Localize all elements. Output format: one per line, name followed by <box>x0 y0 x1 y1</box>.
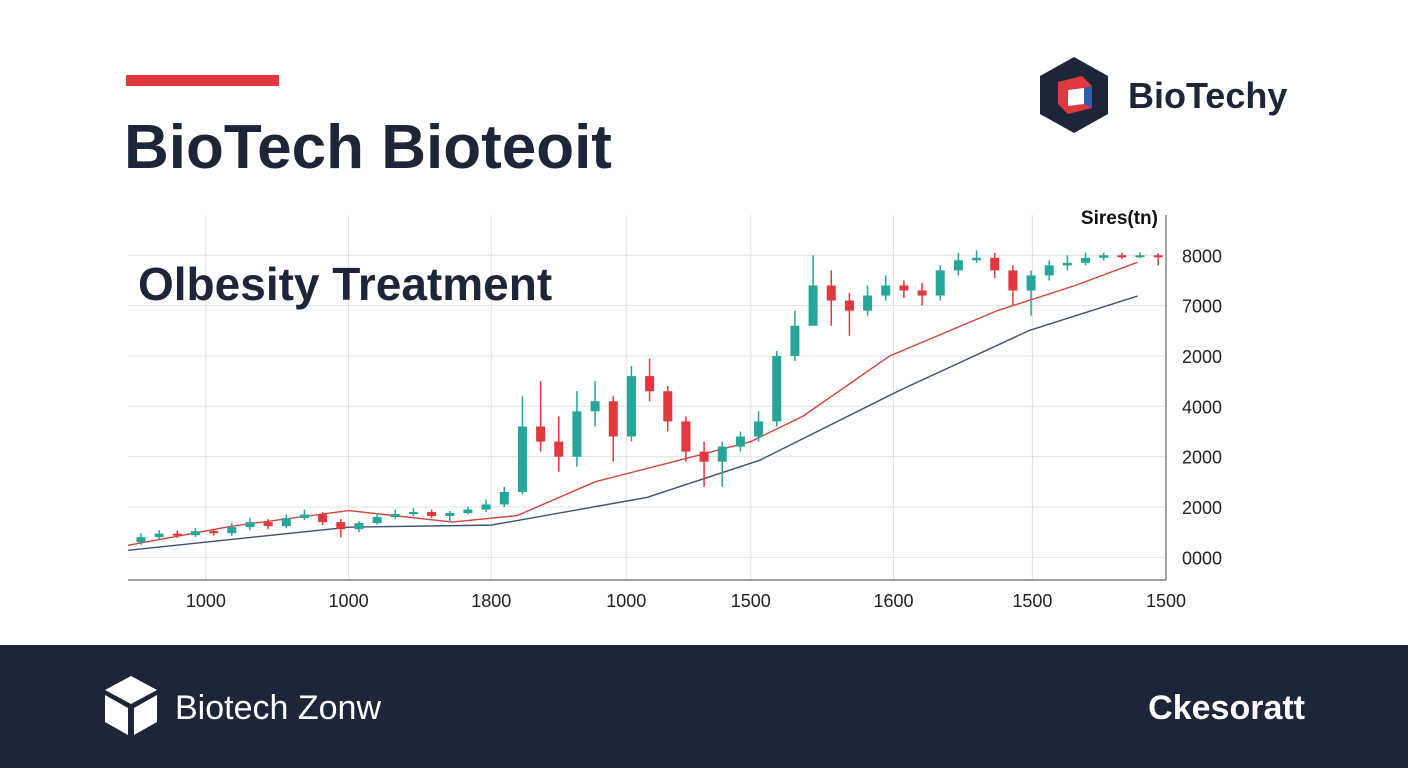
y-axis-label: Sires(tn) <box>1081 208 1158 229</box>
y-tick-label: 4000 <box>1182 397 1222 417</box>
y-tick-label: 8000 <box>1182 246 1222 266</box>
x-tick-label: 1000 <box>186 591 226 611</box>
candle-body <box>808 285 818 326</box>
candle-body <box>881 285 891 296</box>
candle-body <box>990 257 1000 271</box>
candle-body <box>717 446 727 462</box>
y-tick-label: 2000 <box>1182 347 1222 367</box>
candle-body <box>935 270 945 296</box>
candle-body <box>608 401 618 437</box>
candle-body <box>699 451 709 462</box>
candle-body <box>227 527 237 534</box>
candle-body <box>1099 255 1109 258</box>
candle-body <box>1117 255 1127 258</box>
candle-body <box>1081 257 1091 263</box>
candle-body <box>572 411 582 457</box>
candle-body <box>590 401 600 412</box>
candle-body <box>209 531 219 534</box>
moving-average-line <box>127 261 1138 546</box>
candle-body <box>281 518 291 527</box>
candle-body <box>681 421 691 452</box>
candle-body <box>645 376 655 392</box>
candle-body <box>735 436 745 447</box>
candle-body <box>299 514 309 519</box>
candle-body <box>463 509 473 514</box>
candle-body <box>754 421 764 437</box>
candle-body <box>899 285 909 291</box>
footer-bar <box>0 645 1408 768</box>
y-tick-label: 2000 <box>1182 498 1222 518</box>
candle-body <box>354 523 364 530</box>
chart: 0000 2000 2000 4000 2000 7000 8000 1000 1000 1800… <box>127 208 1222 611</box>
candle-body <box>953 260 963 271</box>
candle-body <box>390 514 400 518</box>
x-tick-label: 1000 <box>329 591 369 611</box>
brand-name: BioTechy <box>1128 75 1287 116</box>
candle-body <box>1135 255 1145 258</box>
accent-bar <box>126 75 279 86</box>
candle-body <box>445 513 455 517</box>
candle-body <box>190 531 200 536</box>
candle-body <box>1026 275 1036 291</box>
candle-body <box>790 325 800 356</box>
candle-body <box>972 257 982 261</box>
candle-body <box>427 512 437 517</box>
candle-body <box>408 512 418 515</box>
page-title: BioTech Bioteoit <box>124 113 612 182</box>
candle-body <box>826 285 836 301</box>
footer-right-text: Ckesoratt <box>1148 689 1305 727</box>
candle-body <box>536 426 546 442</box>
x-tick-label: 1800 <box>471 591 511 611</box>
candle-body <box>136 537 146 543</box>
x-tick-label: 1500 <box>1012 591 1052 611</box>
x-tick-label: 1000 <box>606 591 646 611</box>
candle-body <box>499 491 509 505</box>
candle-body <box>663 391 673 422</box>
y-tick-label: 7000 <box>1182 297 1222 317</box>
candle-body <box>554 441 564 457</box>
candle-body <box>318 514 328 523</box>
candle-body <box>481 504 491 510</box>
x-tick-label: 1600 <box>874 591 914 611</box>
x-tick-label: 1500 <box>1146 591 1186 611</box>
candle-body <box>1044 265 1054 276</box>
candle-body <box>863 295 873 311</box>
candle-body <box>1153 255 1163 258</box>
y-tick-label: 2000 <box>1182 448 1222 468</box>
candle-body <box>844 300 854 311</box>
candle-body <box>336 522 346 530</box>
candle-body <box>1062 262 1072 266</box>
candle-body <box>263 522 273 527</box>
candle-body <box>172 533 182 536</box>
x-tick-label: 1500 <box>731 591 771 611</box>
brand-logo <box>1040 57 1108 133</box>
candle-body <box>772 355 782 422</box>
candle-body <box>917 290 927 296</box>
chart-title: Olbesity Treatment <box>138 258 552 310</box>
candle-body <box>154 533 164 538</box>
candle-body <box>245 522 255 528</box>
candle-body <box>626 376 636 437</box>
candle-body <box>1008 270 1018 291</box>
candle-body <box>517 426 527 492</box>
footer-icon <box>105 676 157 735</box>
footer-left-text: Biotech Zonw <box>175 689 381 727</box>
y-tick-label: 0000 <box>1182 548 1222 568</box>
candle-body <box>372 517 382 524</box>
